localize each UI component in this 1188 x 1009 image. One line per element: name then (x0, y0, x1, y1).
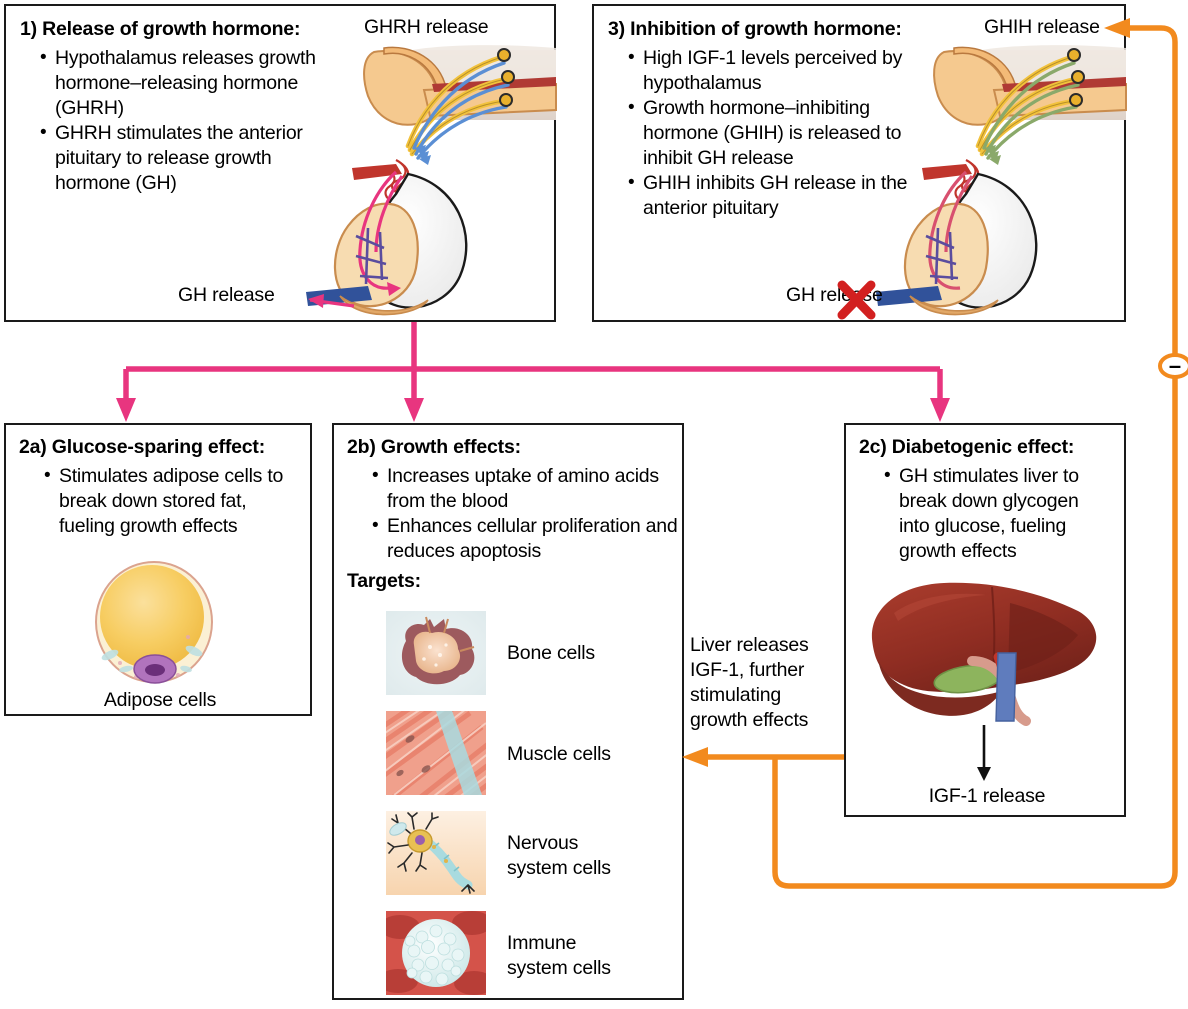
panel2a-title: 2a) Glucose-sparing effect: (19, 436, 265, 458)
igf1-release-arrow (977, 725, 991, 781)
panel-release-of-growth-hormone: 1) Release of growth hormone: Hypothalam… (4, 4, 557, 322)
panel2c-title: 2c) Diabetogenic effect: (859, 436, 1075, 458)
orange-arrowhead-to-growth-effects (682, 747, 708, 767)
gh-release-label: GH release (178, 284, 275, 306)
inhibition-minus-symbol: – (1168, 353, 1182, 378)
panel2b-title: 2b) Growth effects: (347, 436, 521, 458)
panel2a-bullet-list: Stimulates adipose cells to break down s… (44, 463, 294, 539)
target-label-immune: Immune system cells (507, 931, 627, 981)
orange-arrowhead-to-ghih (1104, 18, 1130, 38)
ghrh-release-label: GHRH release (364, 16, 489, 38)
inhibition-badge (1158, 353, 1188, 379)
igf1-release-caption: IGF-1 release (928, 785, 1046, 807)
panel1-bullet-list: Hypothalamus releases growth hormone–rel… (40, 45, 330, 196)
list-item: GH stimulates liver to break down glycog… (884, 463, 1109, 564)
targets-heading: Targets: (347, 570, 421, 592)
liver-illustration (871, 582, 1097, 726)
panel2c-bullet-list: GH stimulates liver to break down glycog… (884, 463, 1109, 564)
panel-inhibition-of-growth-hormone: 3) Inhibition of growth hormone: High IG… (592, 4, 1127, 322)
target-label-muscle: Muscle cells (507, 743, 611, 765)
list-item: Growth hormone–inhibiting hormone (GHIH)… (628, 95, 948, 171)
immune-cell-icon (386, 911, 486, 995)
adipose-cell-illustration (95, 561, 213, 684)
adipose-cells-caption: Adipose cells (103, 689, 217, 711)
liver-feedback-text: Liver releases IGF-1, further stimulatin… (690, 633, 840, 733)
panel-growth-effects: 2b) Growth effects: Increases uptake of … (332, 423, 684, 1000)
panel3-title: 3) Inhibition of growth hormone: (608, 18, 902, 40)
muscle-cell-icon (386, 711, 486, 795)
list-item: Increases uptake of amino acids from the… (372, 463, 678, 514)
bone-cell-icon (386, 611, 486, 695)
nervous-label-line1: Nervous system cells (507, 832, 611, 879)
hypothalamus-pituitary-illustration (306, 45, 557, 316)
liver-feedback-label: Liver releases IGF-1, further stimulatin… (690, 634, 809, 731)
pink-arrowhead-left (116, 398, 136, 422)
panel2b-bullet-list: Increases uptake of amino acids from the… (372, 463, 678, 564)
hypothalamus-pituitary-illustration-inhibition (876, 45, 1127, 316)
list-item: GHRH stimulates the anterior pituitary t… (40, 120, 330, 196)
panel-glucose-sparing-effect: 2a) Glucose-sparing effect: Stimulates a… (4, 423, 312, 716)
immune-label-line1: Immune system cells (507, 932, 611, 979)
target-label-nervous: Nervous system cells (507, 831, 627, 881)
list-item: High IGF-1 levels perceived by hypothala… (628, 45, 948, 96)
list-item: Enhances cellular proliferation and redu… (372, 513, 678, 564)
target-label-bone: Bone cells (507, 642, 595, 664)
ghih-release-label: GHIH release (984, 16, 1100, 38)
pink-arrowhead-right (930, 398, 950, 422)
list-item: GHIH inhibits GH release in the anterior… (628, 170, 948, 221)
pink-arrowhead-center (404, 398, 424, 422)
list-item: Hypothalamus releases growth hormone–rel… (40, 45, 330, 121)
panel-diabetogenic-effect: 2c) Diabetogenic effect: GH stimulates l… (844, 423, 1126, 817)
red-x-icon (837, 280, 876, 320)
nerve-cell-icon (386, 811, 486, 895)
gh-release-arrow (308, 294, 355, 308)
panel3-bullet-list: High IGF-1 levels perceived by hypothala… (628, 45, 948, 221)
list-item: Stimulates adipose cells to break down s… (44, 463, 294, 539)
panel1-title: 1) Release of growth hormone: (20, 18, 301, 40)
